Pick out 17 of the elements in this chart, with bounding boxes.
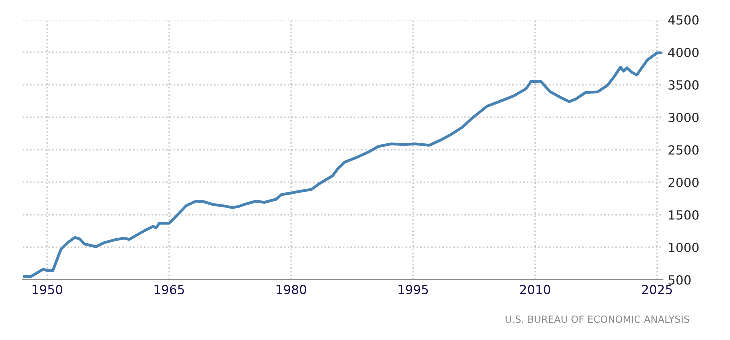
text: U.S. BUREAU OF ECONOMIC ANALYSIS [506, 316, 690, 324]
y-tick-label: 4500 [668, 15, 699, 25]
x-tick-label: 1980 [276, 285, 306, 295]
x-tick-label: 1995 [398, 285, 428, 295]
y-tick-label: 1000 [669, 242, 699, 252]
y-tick-label: 3000 [668, 112, 699, 122]
x-tick-label: 1965 [154, 285, 184, 295]
line-series [23, 52, 663, 278]
y-tick-label: 2500 [668, 145, 699, 155]
x-tick-label: 2010 [520, 285, 550, 295]
x-tick-label: 1950 [32, 285, 62, 295]
y-tick-label: 3500 [668, 80, 699, 90]
y-tick-label: 1500 [669, 210, 699, 220]
y-tick-label: 4000 [668, 48, 699, 58]
y-tick-label: 2000 [668, 178, 699, 188]
x-tick-label: 2025 [642, 285, 672, 295]
y-tick-label: 500 [668, 275, 691, 285]
